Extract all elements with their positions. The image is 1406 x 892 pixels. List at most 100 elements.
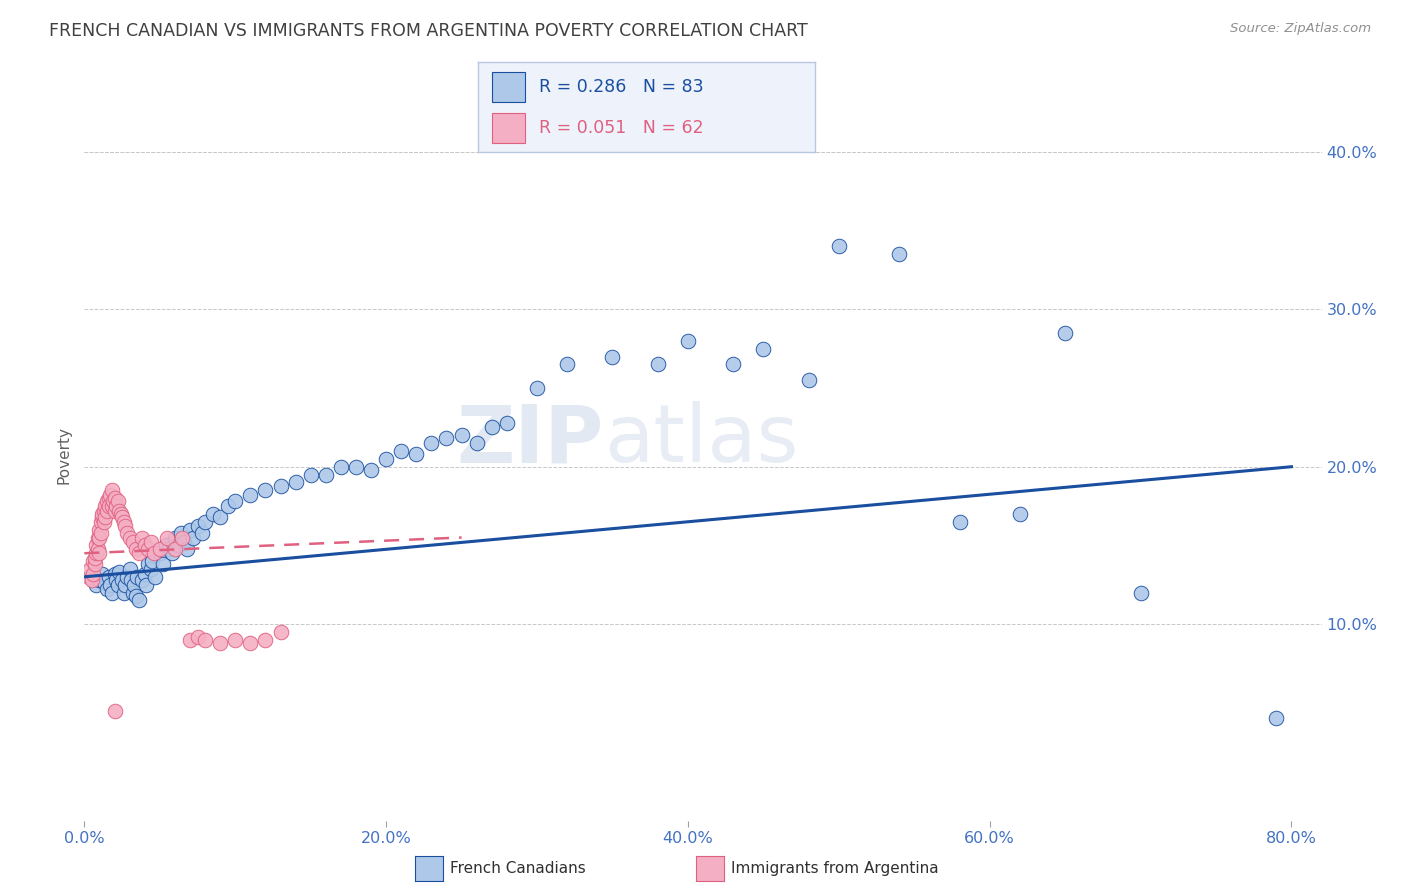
Text: R = 0.286   N = 83: R = 0.286 N = 83: [538, 78, 703, 96]
Point: [481, 420, 503, 434]
Point: [86, 577, 108, 591]
Point: [436, 431, 458, 445]
Point: [299, 467, 322, 482]
Point: [344, 459, 367, 474]
Point: [170, 525, 193, 540]
Point: [91, 507, 114, 521]
Point: [115, 525, 138, 540]
Point: [160, 546, 183, 560]
Point: [465, 436, 488, 450]
Point: [128, 546, 150, 560]
Point: [450, 428, 472, 442]
Point: [270, 478, 292, 492]
Point: [389, 444, 412, 458]
Point: [111, 510, 134, 524]
Point: [141, 554, 163, 568]
Point: [186, 630, 208, 644]
Text: ZIP: ZIP: [457, 401, 605, 479]
Point: [360, 463, 382, 477]
Point: [889, 247, 911, 261]
Point: [179, 632, 201, 647]
Point: [82, 566, 104, 581]
Point: [420, 436, 443, 450]
Point: [134, 538, 156, 552]
Point: [111, 573, 134, 587]
Point: [80, 570, 103, 584]
Point: [224, 494, 246, 508]
Point: [155, 538, 177, 552]
Point: [103, 704, 125, 718]
Point: [136, 541, 159, 556]
Point: [93, 515, 115, 529]
Point: [142, 546, 165, 560]
Point: [128, 593, 150, 607]
Point: [201, 507, 224, 521]
Point: [100, 585, 122, 599]
Text: FRENCH CANADIAN VS IMMIGRANTS FROM ARGENTINA POVERTY CORRELATION CHART: FRENCH CANADIAN VS IMMIGRANTS FROM ARGEN…: [49, 22, 808, 40]
Point: [86, 538, 108, 552]
Point: [375, 451, 398, 466]
Point: [105, 573, 128, 587]
Point: [107, 577, 129, 591]
Text: Source: ZipAtlas.com: Source: ZipAtlas.com: [1230, 22, 1371, 36]
Point: [127, 570, 149, 584]
Point: [118, 562, 141, 576]
Point: [1129, 585, 1152, 599]
Point: [100, 483, 122, 498]
Point: [84, 551, 107, 566]
Point: [108, 565, 131, 579]
Point: [80, 573, 103, 587]
Point: [96, 582, 118, 597]
Text: R = 0.051   N = 62: R = 0.051 N = 62: [538, 120, 703, 137]
Point: [105, 499, 128, 513]
Point: [239, 488, 262, 502]
Point: [107, 494, 129, 508]
Point: [82, 554, 104, 568]
Point: [110, 507, 132, 521]
FancyBboxPatch shape: [492, 113, 526, 143]
Point: [194, 515, 217, 529]
Point: [1054, 326, 1077, 340]
Point: [149, 546, 172, 560]
Y-axis label: Poverty: Poverty: [56, 425, 72, 484]
Point: [181, 531, 204, 545]
Point: [156, 531, 179, 545]
Point: [124, 541, 146, 556]
Point: [179, 523, 201, 537]
Point: [217, 499, 239, 513]
Point: [98, 577, 121, 591]
Point: [115, 570, 138, 584]
FancyBboxPatch shape: [492, 72, 526, 102]
Point: [89, 523, 111, 537]
Point: [124, 589, 146, 603]
Point: [134, 566, 156, 581]
Point: [96, 494, 118, 508]
Point: [112, 585, 135, 599]
Point: [77, 570, 100, 584]
Point: [163, 541, 186, 556]
Point: [239, 636, 262, 650]
Point: [284, 475, 307, 490]
Point: [254, 632, 277, 647]
Point: [209, 636, 232, 650]
Point: [91, 566, 114, 581]
Point: [948, 515, 970, 529]
Point: [254, 483, 277, 498]
Point: [91, 510, 114, 524]
Point: [152, 558, 174, 572]
Point: [87, 531, 110, 545]
Point: [84, 558, 107, 572]
Point: [209, 510, 232, 524]
Point: [176, 541, 198, 556]
Point: [135, 577, 157, 591]
Point: [495, 416, 517, 430]
Point: [103, 566, 125, 581]
Point: [96, 504, 118, 518]
Point: [270, 624, 292, 639]
Point: [114, 577, 136, 591]
Point: [89, 573, 111, 587]
Point: [90, 525, 112, 540]
Point: [136, 558, 159, 572]
Point: [194, 632, 217, 647]
Point: [103, 504, 125, 518]
